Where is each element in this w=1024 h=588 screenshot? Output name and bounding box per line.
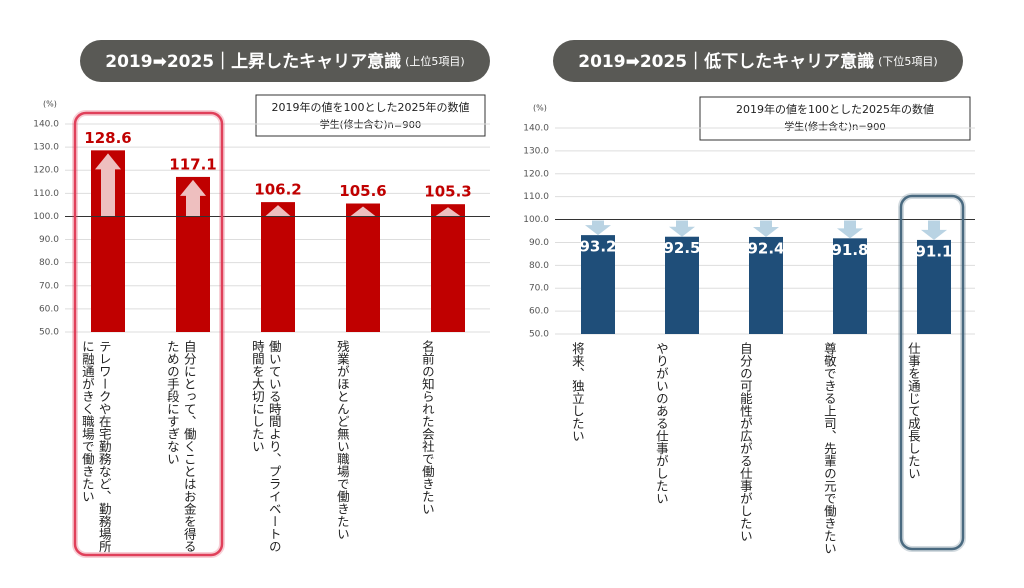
y-tick-label: 140.0 bbox=[33, 120, 59, 130]
down-arrow bbox=[669, 220, 695, 237]
title-pill bbox=[553, 40, 963, 82]
value-label: 92.5 bbox=[663, 239, 700, 257]
x-tick-label: 名前の知られた会社で働きたい bbox=[419, 340, 435, 515]
y-tick-label: 60.0 bbox=[529, 307, 549, 317]
value-label: 91.1 bbox=[915, 242, 952, 260]
value-label: 105.6 bbox=[339, 182, 386, 200]
y-tick-label: 80.0 bbox=[529, 261, 549, 271]
value-label: 92.4 bbox=[747, 239, 784, 257]
y-unit: (%) bbox=[43, 100, 57, 109]
value-label: 105.3 bbox=[424, 183, 471, 201]
bar bbox=[749, 236, 783, 334]
x-tick-label: 将来、独立したい bbox=[569, 342, 585, 442]
y-tick-label: 50.0 bbox=[529, 330, 549, 340]
down-arrow bbox=[837, 220, 863, 239]
x-label-box: 仕事を通じて成長したい bbox=[905, 342, 921, 480]
x-tick-label: 自分にとって、働くことはお金を得るための手段にすぎない bbox=[164, 340, 197, 553]
bar bbox=[581, 235, 615, 334]
annotation: 学生(修士含む)n=900 bbox=[784, 120, 886, 133]
subtitle: (上位5項目) bbox=[405, 54, 465, 68]
x-tick-label: 残業がほとんど無い職場で働きたい bbox=[334, 340, 350, 540]
x-label-box: 残業がほとんど無い職場で働きたい bbox=[334, 340, 350, 540]
x-label-box: 尊敬できる上司、先輩の元で働きたい bbox=[821, 342, 837, 555]
value-label: 106.2 bbox=[254, 181, 301, 199]
y-tick-label: 100.0 bbox=[523, 215, 549, 225]
y-tick-label: 110.0 bbox=[33, 189, 59, 199]
x-label-box: 働いている時間より、プライベートの時間を大切にしたい bbox=[249, 340, 282, 553]
x-label-box: テレワークや在宅勤務など、勤務場所に融通がきく職場で働きたい bbox=[79, 340, 112, 553]
up-arrow bbox=[95, 153, 121, 217]
bar bbox=[665, 236, 699, 334]
x-label-box: やりがいのある仕事がしたい bbox=[653, 342, 669, 505]
legend-box bbox=[255, 94, 486, 137]
bar bbox=[917, 239, 951, 334]
y-tick-label: 50.0 bbox=[39, 328, 59, 338]
down-arrow bbox=[585, 220, 611, 236]
chart-title: 2019➡2025｜上昇したキャリア意識 (上位5項目) bbox=[105, 51, 464, 72]
y-unit: (%) bbox=[533, 104, 547, 113]
y-tick-label: 60.0 bbox=[39, 304, 59, 314]
y-tick-label: 120.0 bbox=[33, 166, 59, 176]
up-arrow bbox=[350, 206, 376, 217]
x-label-box: 自分の可能性が広がる仕事がしたい bbox=[737, 342, 753, 542]
x-tick-label: 仕事を通じて成長したい bbox=[905, 342, 921, 480]
x-tick-label: 自分の可能性が広がる仕事がしたい bbox=[737, 342, 753, 542]
value-label: 128.6 bbox=[84, 129, 131, 147]
down-arrow bbox=[753, 220, 779, 237]
highlight bbox=[73, 111, 224, 557]
y-tick-label: 70.0 bbox=[529, 284, 549, 294]
y-tick-label: 140.0 bbox=[523, 124, 549, 134]
y-tick-label: 120.0 bbox=[523, 169, 549, 179]
bar bbox=[261, 202, 295, 332]
y-tick-label: 90.0 bbox=[39, 235, 59, 245]
title-pill bbox=[80, 40, 490, 82]
x-tick-label: 働いている時間より、プライベートの時間を大切にしたい bbox=[249, 340, 282, 553]
up-arrow bbox=[435, 207, 461, 217]
y-tick-label: 110.0 bbox=[523, 192, 549, 202]
subtitle: (下位5項目) bbox=[878, 54, 938, 68]
annotation: 2019年の値を100とした2025年の数値 bbox=[272, 100, 470, 114]
bar bbox=[431, 204, 465, 332]
bar bbox=[346, 203, 380, 332]
y-tick-label: 130.0 bbox=[523, 146, 549, 156]
legend-box bbox=[699, 96, 971, 141]
x-label-box: 自分にとって、働くことはお金を得るための手段にすぎない bbox=[164, 340, 197, 553]
value-label: 117.1 bbox=[169, 155, 216, 173]
y-tick-label: 90.0 bbox=[529, 238, 549, 248]
title: 2019➡2025｜低下したキャリア意識 bbox=[578, 51, 874, 72]
bar bbox=[833, 238, 867, 334]
x-tick-label: やりがいのある仕事がしたい bbox=[653, 342, 669, 505]
title: 2019➡2025｜上昇したキャリア意識 bbox=[105, 51, 401, 72]
chart-title: 2019➡2025｜低下したキャリア意識 (下位5項目) bbox=[578, 51, 937, 72]
value-label: 93.2 bbox=[579, 238, 616, 256]
x-tick-label: 尊敬できる上司、先輩の元で働きたい bbox=[821, 342, 837, 555]
x-tick-label: テレワークや在宅勤務など、勤務場所に融通がきく職場で働きたい bbox=[79, 340, 112, 553]
down-arrow bbox=[921, 220, 947, 240]
y-tick-label: 70.0 bbox=[39, 281, 59, 291]
annotation: 2019年の値を100とした2025年の数値 bbox=[736, 102, 934, 116]
up-arrow bbox=[265, 205, 291, 217]
highlight bbox=[899, 194, 965, 551]
up-arrow bbox=[180, 179, 206, 217]
y-tick-label: 80.0 bbox=[39, 258, 59, 268]
y-tick-label: 100.0 bbox=[33, 212, 59, 222]
x-label-box: 将来、独立したい bbox=[569, 342, 585, 442]
x-label-box: 名前の知られた会社で働きたい bbox=[419, 340, 435, 515]
value-label: 91.8 bbox=[831, 241, 868, 259]
y-tick-label: 130.0 bbox=[33, 143, 59, 153]
